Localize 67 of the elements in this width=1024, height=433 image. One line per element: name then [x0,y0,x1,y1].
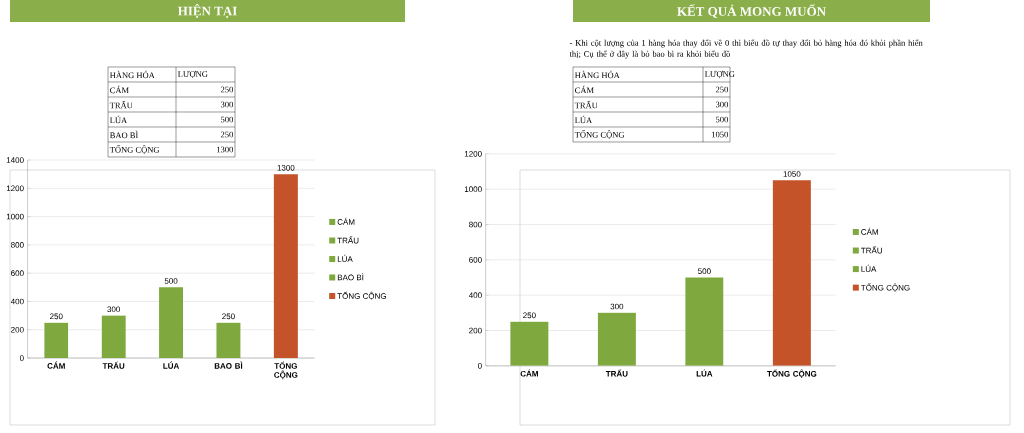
y-tick-label: 600 [11,270,24,277]
text: 500 [716,116,728,123]
text: 300 [715,101,728,108]
legend-label: CÁM [861,227,878,235]
text: 1050 [712,131,728,138]
data-label: 1050 [783,171,801,177]
y-tick-label: 0 [19,355,24,361]
data-label: 300 [107,306,121,313]
category-label: LÚA [574,115,593,124]
y-tick-label: 1000 [464,186,482,193]
x-tick-label: TỔNG CỘNG [274,361,298,380]
category-label: LÚA [109,115,128,124]
category-label: CÁM [575,85,594,94]
legend-label: BAO BÌ [337,273,364,281]
text: 250 [220,131,233,138]
x-tick-label: LÚA [696,369,713,377]
data-label: 1300 [277,164,295,171]
category-label: TỔNG CỘNG [109,145,160,154]
x-tick-label: LÚA [163,361,180,369]
y-tick-label: 400 [10,298,24,305]
text: 300 [220,101,233,108]
y-tick-label: 1200 [464,151,482,157]
text: - Khi cột lượng của 1 hàng hóa thay đổi về 0 thì biểu đồ tự thay đổi bỏ hàng hóa đó khỏi phần hiển thị; Cụ thể ở đây là bỏ bao bì ra khỏi biểu đồ [569,39,923,59]
x-tick-label: TRẤU [605,369,628,377]
y-tick-label: 1400 [6,157,24,163]
x-tick-label: BAO BÌ [214,361,243,369]
data-label: 250 [523,312,536,319]
data-label: 500 [698,268,711,274]
category-label: TRẤU [109,100,133,109]
y-tick-label: 800 [469,221,482,228]
text: LƯỢNG [704,70,735,79]
legend-label: LÚA [861,264,877,272]
legend-label: TỔNG CỘNG [337,291,386,301]
data-label: 500 [164,278,178,284]
x-tick-label: CÁM [520,369,538,377]
legend-label: CÁM [337,217,355,225]
y-tick-label: 200 [11,326,24,333]
text: 250 [220,86,233,93]
legend-label: LÚA [337,254,353,262]
y-tick-label: 800 [11,242,24,248]
text: LƯỢNG [177,70,208,79]
text: 1300 [217,146,233,153]
text: 500 [221,116,233,123]
category-label: BAO BÌ [109,130,138,139]
legend-label: TRẤU [860,246,882,254]
data-label: 300 [610,303,624,310]
text: 250 [715,86,728,93]
text: HÀNG HÓA [574,70,620,79]
chart-title: HIỆN TẠI [177,4,237,18]
category-label: TRẤU [574,100,598,109]
y-tick-label: 600 [469,257,482,263]
x-tick-label: TRẤU [102,361,125,369]
data-label: 250 [50,313,63,320]
legend-label: TỔNG CỘNG [860,283,910,292]
category-label: CÁM [110,85,129,94]
category-label: TỔNG CỘNG [574,130,625,139]
x-tick-label: CÁM [47,361,65,369]
text: HÀNG HÓA [109,70,155,79]
data-label: 250 [222,313,235,320]
y-tick-label: 1200 [6,185,24,192]
legend-label: TRẤU [337,236,359,244]
chart-title: KẾT QUẢ MONG MUỐN [677,4,826,18]
y-tick-label: 400 [468,292,482,299]
x-tick-label: TỔNG CỘNG [767,369,817,378]
y-tick-label: 1000 [6,213,24,220]
y-tick-label: 200 [469,327,482,334]
y-tick-label: 0 [477,363,482,369]
